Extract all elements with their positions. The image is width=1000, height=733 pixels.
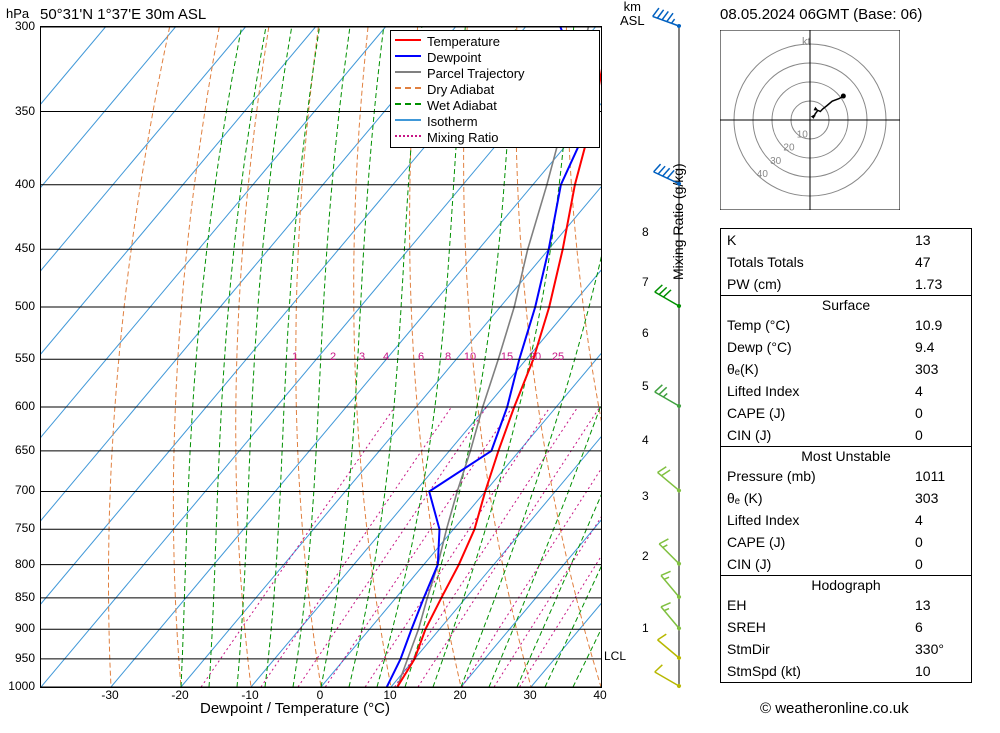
datetime-title: 08.05.2024 06GMT (Base: 06) [720, 6, 922, 23]
wind-barb-axis [676, 26, 706, 686]
index-row: CAPE (J)0 [721, 402, 971, 424]
legend-item: Temperature [395, 33, 595, 49]
pressure-tick: 550 [5, 351, 35, 365]
index-row: θₑ(K)303 [721, 358, 971, 380]
index-row: PW (cm)1.73 [721, 273, 971, 295]
temperature-tick: -30 [101, 688, 118, 702]
index-row: SREH6 [721, 616, 971, 638]
indices-table: K13Totals Totals47PW (cm)1.73SurfaceTemp… [720, 228, 972, 683]
temperature-tick: 30 [523, 688, 536, 702]
pressure-tick: 400 [5, 177, 35, 191]
index-row: Pressure (mb)1011 [721, 465, 971, 487]
index-row: CAPE (J)0 [721, 531, 971, 553]
index-row: EH13 [721, 594, 971, 616]
legend-item: Parcel Trajectory [395, 65, 595, 81]
legend-item: Dewpoint [395, 49, 595, 65]
altitude-tick: 1 [642, 621, 649, 635]
pressure-tick: 600 [5, 399, 35, 413]
pressure-tick: 300 [5, 19, 35, 33]
pressure-tick: 850 [5, 590, 35, 604]
mixing-ratio-value: 4 [383, 351, 389, 363]
index-row: Lifted Index4 [721, 380, 971, 402]
temperature-tick: 0 [317, 688, 324, 702]
index-row: θₑ (K)303 [721, 487, 971, 509]
svg-text:30: 30 [770, 156, 782, 167]
legend-item: Wet Adiabat [395, 97, 595, 113]
legend-item: Isotherm [395, 113, 595, 129]
index-row: CIN (J)0 [721, 553, 971, 575]
mixing-ratio-value: 6 [418, 351, 424, 363]
chart-legend: TemperatureDewpointParcel TrajectoryDry … [390, 30, 600, 148]
pressure-tick: 500 [5, 299, 35, 313]
index-row: CIN (J)0 [721, 424, 971, 446]
mixing-ratio-value: 15 [501, 351, 513, 363]
x-axis-label: Dewpoint / Temperature (°C) [200, 700, 390, 717]
mixing-ratio-value: 10 [464, 351, 476, 363]
pressure-tick: 350 [5, 104, 35, 118]
index-row: StmSpd (kt)10 [721, 660, 971, 682]
svg-text:10: 10 [797, 129, 809, 140]
altitude-tick: 5 [642, 379, 649, 393]
mixing-ratio-value: 2 [330, 351, 336, 363]
lcl-marker: LCL [604, 649, 626, 663]
index-row: K13 [721, 229, 971, 251]
mixing-ratio-value: 3 [359, 351, 365, 363]
temperature-tick: 40 [593, 688, 606, 702]
mixing-ratio-value: 20 [529, 351, 541, 363]
pressure-tick: 900 [5, 621, 35, 635]
copyright: © weatheronline.co.uk [760, 700, 909, 717]
mixing-ratio-value: 8 [445, 351, 451, 363]
legend-item: Dry Adiabat [395, 81, 595, 97]
temperature-tick: -20 [171, 688, 188, 702]
pressure-tick: 800 [5, 557, 35, 571]
pressure-tick: 750 [5, 521, 35, 535]
temperature-tick: -10 [241, 688, 258, 702]
y-axis-label-right: kmASL [620, 0, 645, 29]
mixing-ratio-value: 1 [292, 351, 298, 363]
pressure-tick: 700 [5, 483, 35, 497]
index-row: Totals Totals47 [721, 251, 971, 273]
svg-text:40: 40 [757, 169, 769, 180]
index-row: Temp (°C)10.9 [721, 314, 971, 336]
altitude-tick: 8 [642, 225, 649, 239]
legend-item: Mixing Ratio [395, 129, 595, 145]
temperature-tick: 10 [383, 688, 396, 702]
section-header: Hodograph [721, 575, 971, 594]
altitude-tick: 7 [642, 275, 649, 289]
altitude-tick: 4 [642, 433, 649, 447]
pressure-tick: 1000 [5, 679, 35, 693]
index-row: Dewp (°C)9.4 [721, 336, 971, 358]
altitude-tick: 2 [642, 549, 649, 563]
section-header: Most Unstable [721, 446, 971, 465]
hodograph-plot: 10203040 [720, 30, 900, 210]
location-title: 50°31'N 1°37'E 30m ASL [40, 6, 206, 23]
temperature-tick: 20 [453, 688, 466, 702]
mixing-ratio-value: 25 [552, 351, 564, 363]
index-row: StmDir330° [721, 638, 971, 660]
index-row: Lifted Index4 [721, 509, 971, 531]
svg-text:20: 20 [783, 143, 795, 154]
section-header: Surface [721, 295, 971, 314]
altitude-tick: 6 [642, 326, 649, 340]
pressure-tick: 450 [5, 241, 35, 255]
pressure-tick: 650 [5, 443, 35, 457]
altitude-tick: 3 [642, 489, 649, 503]
pressure-tick: 950 [5, 651, 35, 665]
